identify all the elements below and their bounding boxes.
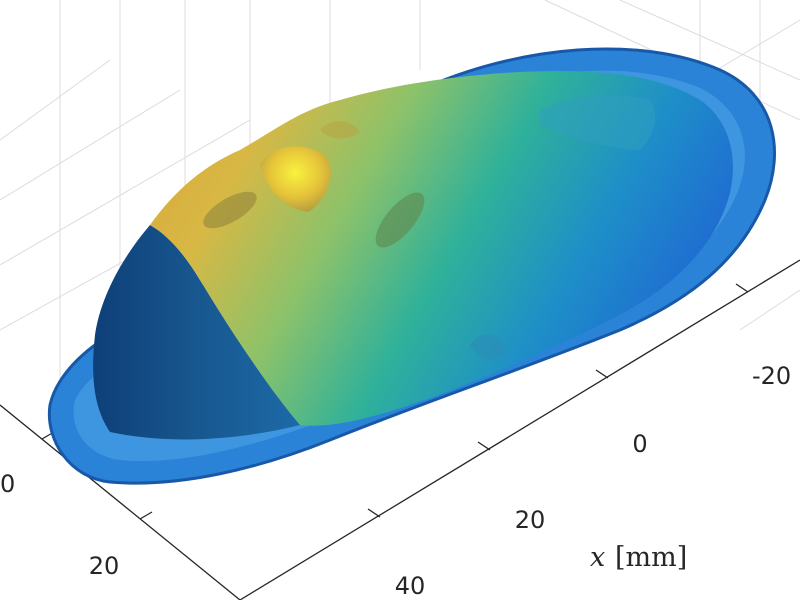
surface-face — [150, 70, 733, 426]
x-tick-0 — [595, 369, 609, 379]
x-tick-40 — [367, 508, 381, 518]
x-axis-label-unit: [mm] — [615, 542, 687, 573]
y-tick-20 — [139, 511, 153, 520]
eye-left — [203, 191, 257, 229]
x-axis-label: x [mm] — [590, 542, 687, 573]
y-tick-label-0: 0 — [0, 470, 15, 498]
x-tick-label-1: 0 — [632, 430, 647, 458]
x-tick-minus20 — [735, 283, 749, 293]
eye-right — [375, 192, 425, 248]
y-axis-line — [0, 404, 241, 601]
x-axis-line — [239, 259, 800, 601]
ear — [470, 334, 505, 360]
mouth — [320, 121, 360, 139]
forehead-mark — [540, 94, 656, 150]
x-tick-label-3: 40 — [395, 572, 426, 600]
nose-peak — [260, 146, 331, 212]
y-tick-label-1: 20 — [89, 552, 120, 580]
tick-labels: -20 0 20 40 0 20 — [0, 362, 791, 600]
surface-cut-wall — [93, 225, 300, 440]
x-tick-label-2: 20 — [515, 506, 546, 534]
x-axis-label-symbol: x — [590, 542, 605, 573]
x-tick-20 — [477, 441, 491, 451]
x-tick-label-0: -20 — [752, 362, 791, 390]
